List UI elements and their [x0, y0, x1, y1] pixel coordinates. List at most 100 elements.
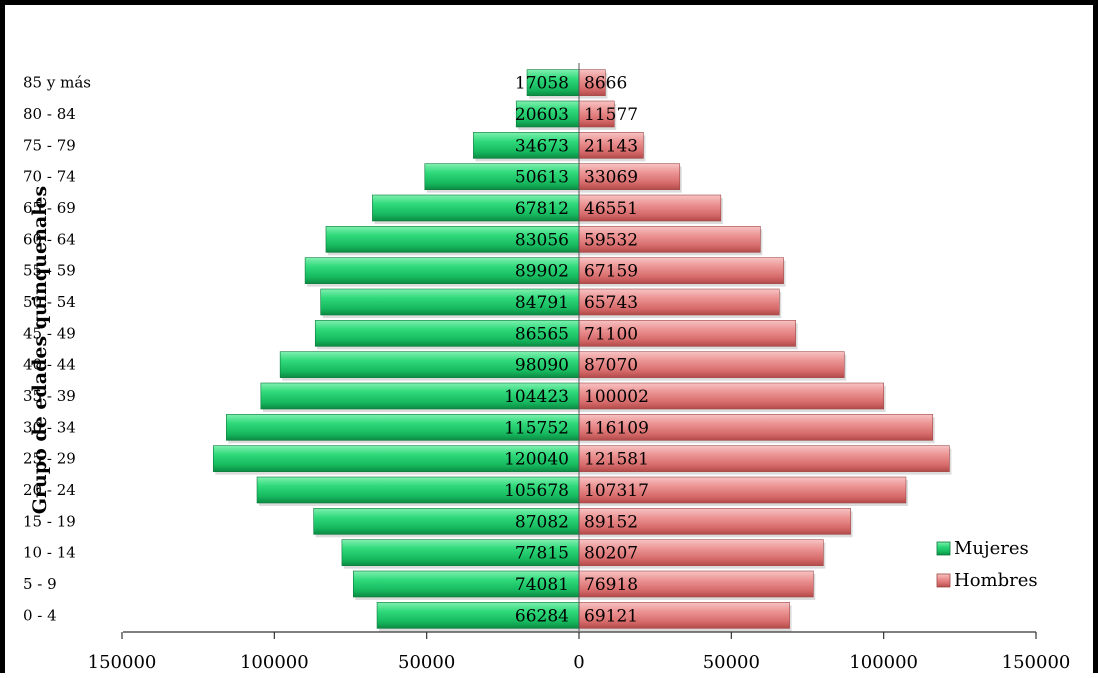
bar-mujeres-4 — [256, 476, 580, 504]
bar-mujeres-17 — [526, 69, 580, 96]
category-label-8: 40 - 44 — [23, 356, 76, 374]
x-tick-label-5: 100000 — [849, 652, 918, 673]
x-tick-label-3: 0 — [573, 652, 584, 673]
value-label-mujeres-7: 104423 — [504, 387, 569, 407]
value-label-hombres-1: 76918 — [584, 575, 638, 595]
value-label-hombres-16: 11577 — [584, 105, 638, 125]
bar-mujeres-5 — [212, 445, 580, 472]
category-label-0: 0 - 4 — [23, 606, 57, 624]
bar-mujeres-13 — [372, 194, 580, 222]
value-label-hombres-2: 80207 — [584, 544, 638, 564]
value-label-mujeres-14: 50613 — [515, 168, 569, 188]
bar-hombres-11 — [578, 257, 784, 284]
value-label-hombres-10: 65743 — [584, 293, 638, 313]
category-label-3: 15 - 19 — [23, 512, 76, 530]
bar-hombres-2 — [578, 539, 824, 566]
legend-label-mujeres: Mujeres — [954, 538, 1029, 559]
value-label-mujeres-17: 17058 — [515, 74, 569, 94]
category-label-9: 45 - 49 — [23, 324, 76, 342]
value-label-hombres-3: 89152 — [584, 512, 638, 532]
legend-swatch-hombres — [936, 573, 951, 588]
category-label-17: 85 y más — [23, 74, 91, 92]
bar-hombres-3 — [578, 508, 851, 535]
bar-hombres-15 — [578, 132, 644, 159]
legend-label-hombres: Hombres — [954, 570, 1038, 591]
bar-mujeres-8 — [279, 351, 580, 378]
bar-mujeres-10 — [320, 288, 580, 316]
value-label-hombres-6: 116109 — [584, 418, 649, 438]
value-label-mujeres-15: 34673 — [515, 136, 569, 156]
bar-mujeres-2 — [341, 539, 580, 566]
category-label-15: 75 - 79 — [23, 136, 76, 154]
value-label-mujeres-9: 86565 — [515, 324, 569, 344]
value-label-hombres-8: 87070 — [584, 356, 638, 376]
bar-hombres-14 — [578, 163, 681, 190]
bar-hombres-16 — [578, 100, 615, 128]
category-label-7: 35 - 39 — [23, 387, 76, 405]
value-label-hombres-14: 33069 — [584, 168, 638, 188]
x-tick-label-6: 150000 — [1002, 652, 1071, 673]
value-label-hombres-4: 107317 — [584, 481, 649, 501]
bar-hombres-13 — [578, 194, 722, 222]
x-tick-label-4: 50000 — [703, 652, 760, 673]
legend: Mujeres Hombres — [936, 538, 1038, 591]
value-label-hombres-9: 71100 — [584, 324, 638, 344]
category-label-1: 5 - 9 — [23, 575, 57, 593]
population-pyramid-chart: 66284 69121 74081 76918 77815 80207 87082 89152… — [23, 63, 1071, 673]
bar-mujeres-16 — [515, 100, 580, 128]
bar-mujeres-12 — [325, 226, 580, 253]
value-label-mujeres-1: 74081 — [515, 575, 569, 595]
value-label-hombres-0: 69121 — [584, 606, 638, 626]
bar-mujeres-11 — [304, 257, 580, 284]
category-label-6: 30 - 34 — [23, 418, 76, 436]
bar-hombres-5 — [578, 445, 950, 472]
value-label-mujeres-12: 83056 — [515, 230, 569, 250]
value-label-hombres-7: 100002 — [584, 387, 649, 407]
x-tick-label-2: 50000 — [398, 652, 455, 673]
value-label-mujeres-0: 66284 — [515, 606, 569, 626]
value-label-mujeres-6: 115752 — [504, 418, 569, 438]
bar-hombres-17 — [578, 69, 606, 96]
category-label-13: 65 - 69 — [23, 199, 76, 217]
x-tick-label-1: 100000 — [240, 652, 309, 673]
value-label-hombres-12: 59532 — [584, 230, 638, 250]
category-label-2: 10 - 14 — [23, 544, 76, 562]
category-label-11: 55 - 59 — [23, 262, 76, 280]
value-label-mujeres-2: 77815 — [515, 544, 569, 564]
value-label-hombres-11: 67159 — [584, 262, 638, 282]
x-tick-label-0: 150000 — [88, 652, 157, 673]
category-label-12: 60 - 64 — [23, 230, 76, 248]
value-label-mujeres-5: 120040 — [504, 450, 569, 470]
value-label-hombres-15: 21143 — [584, 136, 638, 156]
category-label-14: 70 - 74 — [23, 168, 76, 186]
bar-mujeres-15 — [473, 132, 580, 159]
bar-mujeres-1 — [352, 570, 580, 598]
value-label-hombres-13: 46551 — [584, 199, 638, 219]
bar-hombres-1 — [578, 570, 814, 598]
value-label-mujeres-3: 87082 — [515, 512, 569, 532]
y-axis-title: Grupo de edades quinquenales — [29, 186, 51, 514]
value-label-mujeres-10: 84791 — [515, 293, 569, 313]
bar-hombres-7 — [578, 382, 884, 410]
bar-hombres-9 — [578, 320, 796, 347]
bar-mujeres-6 — [226, 414, 580, 441]
bar-hombres-10 — [578, 288, 780, 316]
bar-hombres-12 — [578, 226, 761, 253]
value-label-mujeres-8: 98090 — [515, 356, 569, 376]
value-label-mujeres-13: 67812 — [515, 199, 569, 219]
bar-mujeres-7 — [260, 382, 580, 410]
value-label-mujeres-4: 105678 — [504, 481, 569, 501]
bar-hombres-6 — [578, 414, 934, 441]
value-label-hombres-17: 8666 — [584, 74, 627, 94]
bar-mujeres-14 — [424, 163, 580, 190]
category-label-5: 25 - 29 — [23, 450, 76, 468]
bar-mujeres-0 — [376, 602, 580, 629]
value-label-mujeres-16: 20603 — [515, 105, 569, 125]
category-label-10: 50 - 54 — [23, 293, 76, 311]
bar-hombres-8 — [578, 351, 845, 378]
value-label-mujeres-11: 89902 — [515, 262, 569, 282]
category-label-4: 20 - 24 — [23, 481, 76, 499]
category-label-16: 80 - 84 — [23, 105, 76, 123]
bar-hombres-4 — [578, 476, 907, 504]
